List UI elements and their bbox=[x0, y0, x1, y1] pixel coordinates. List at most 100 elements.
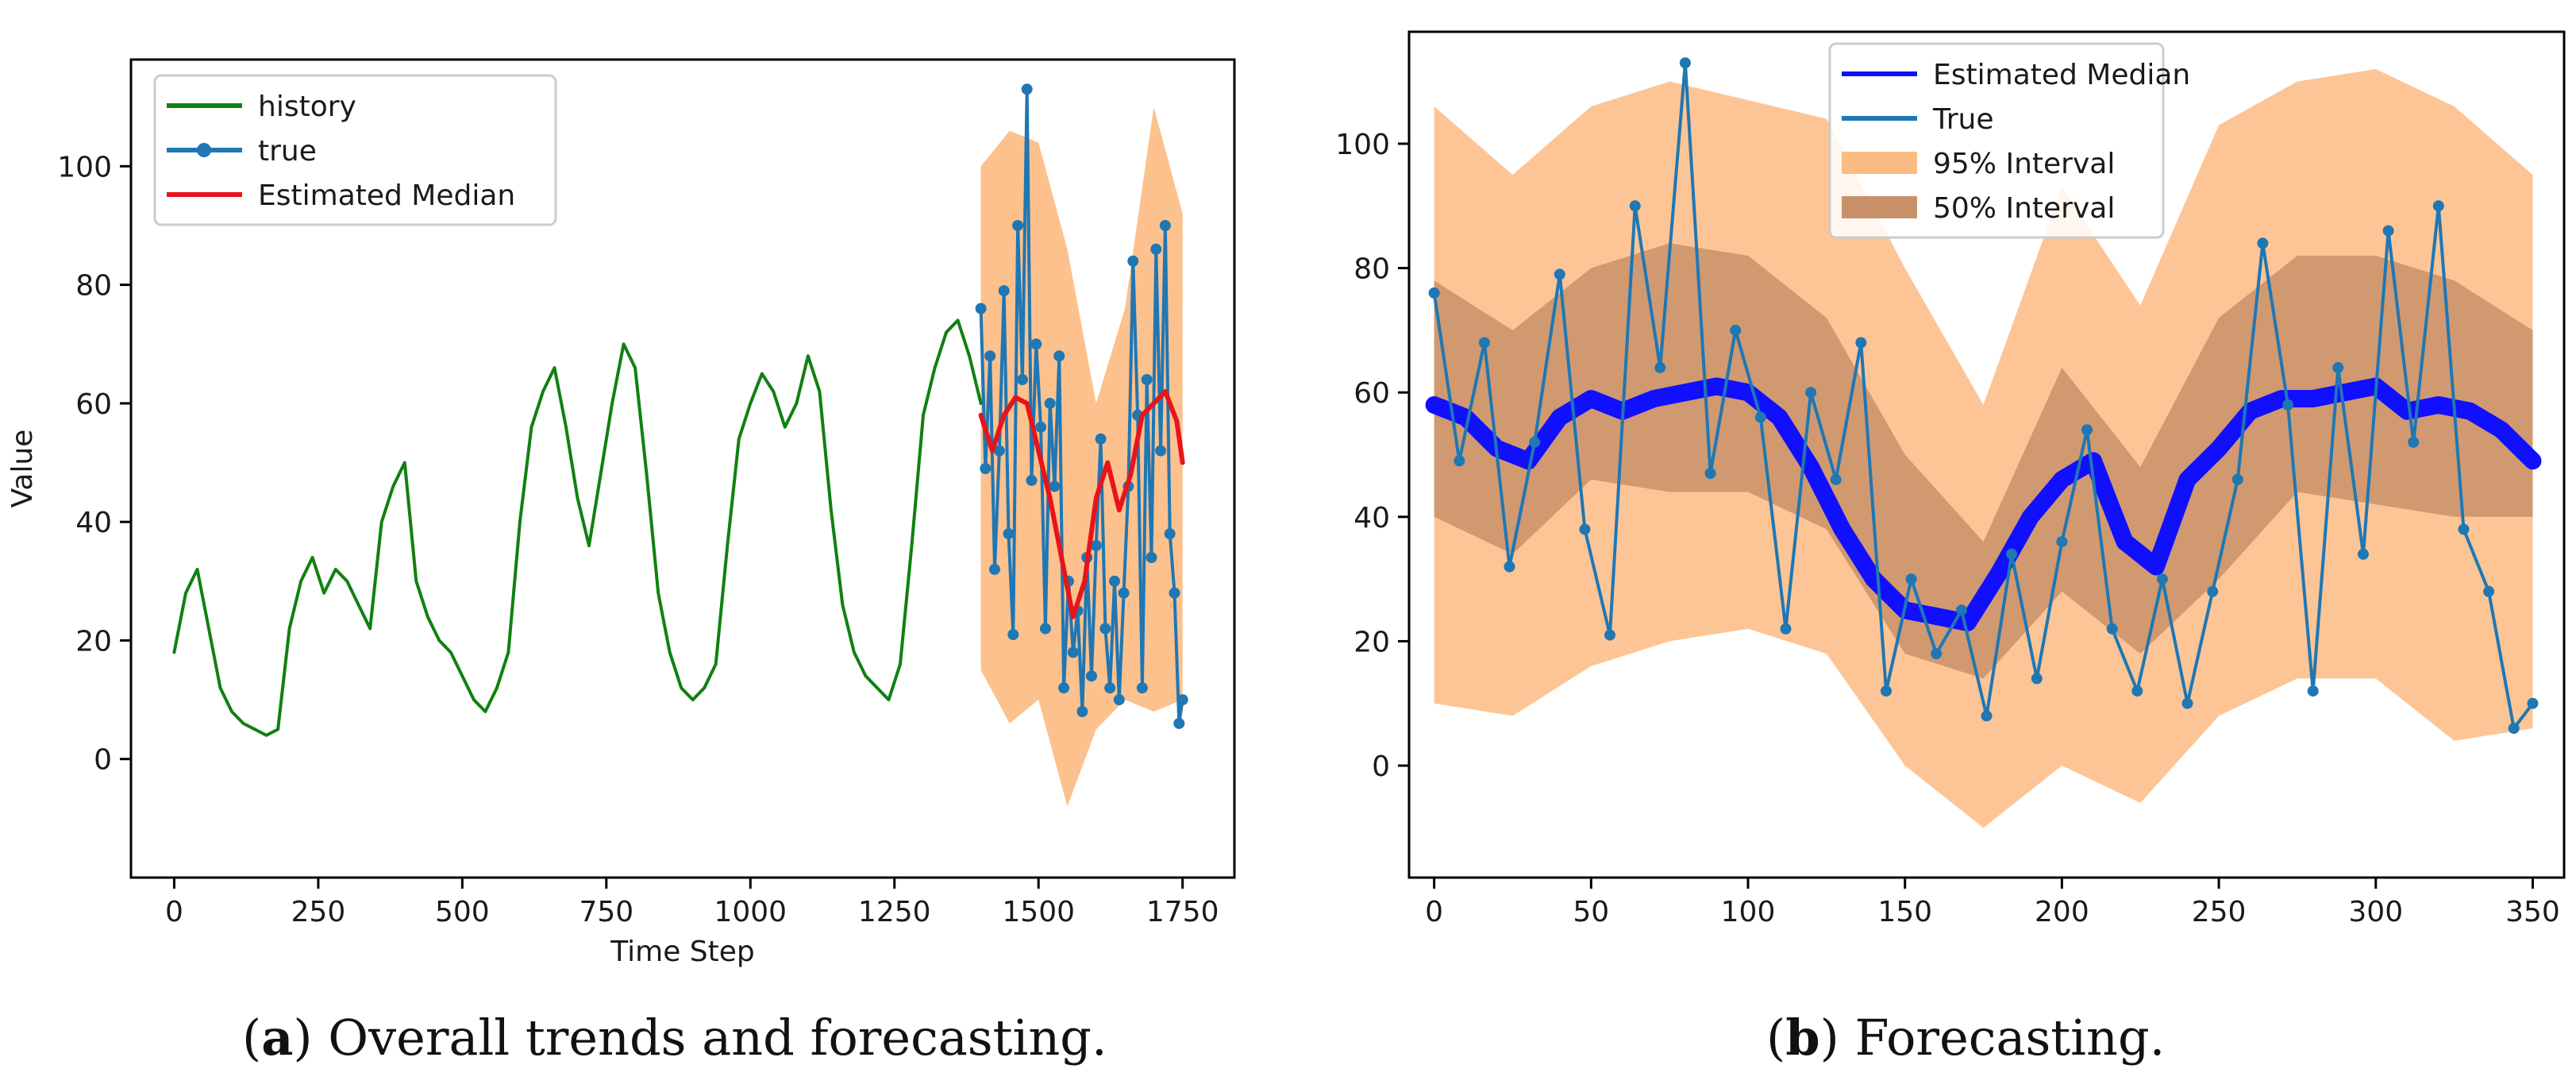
point-true bbox=[1058, 682, 1069, 693]
point-true bbox=[2433, 200, 2444, 211]
point-true bbox=[1454, 455, 1465, 466]
point-true bbox=[1007, 629, 1018, 640]
x-tick-label: 250 bbox=[2192, 896, 2247, 928]
point-true bbox=[1177, 694, 1188, 705]
legend-swatch bbox=[1842, 196, 1917, 218]
point-true bbox=[1165, 528, 1176, 539]
legend-label: true bbox=[258, 135, 317, 168]
x-tick-label: 1000 bbox=[714, 896, 787, 928]
y-tick-label: 20 bbox=[1353, 626, 1390, 658]
point-true bbox=[1095, 434, 1107, 445]
point-true bbox=[1579, 524, 1590, 535]
point-true bbox=[1127, 256, 1138, 267]
point-true bbox=[999, 285, 1010, 296]
point-true bbox=[1146, 552, 1157, 563]
point-true bbox=[2131, 685, 2143, 696]
point-true bbox=[989, 564, 1000, 575]
y-tick-label: 20 bbox=[75, 625, 112, 658]
point-true bbox=[1137, 682, 1148, 693]
point-true bbox=[1104, 682, 1115, 693]
panel-a-chart: 0 250 500 750 1000 1250 1500 1750 0 20 40 60 80 100 T… bbox=[6, 60, 1234, 968]
point-true bbox=[1114, 694, 1125, 705]
caption-a-label: a bbox=[261, 1009, 293, 1067]
point-true bbox=[1755, 412, 1766, 423]
legend-label: True bbox=[1932, 103, 1993, 136]
point-true bbox=[2006, 549, 2017, 560]
caption-b-text: Forecasting. bbox=[1839, 1009, 2166, 1067]
panel-b-chart: 0 50 100 150 200 250 300 350 0 20 40 60 80 100 Estima… bbox=[1335, 32, 2564, 928]
panel-b-legend: Estimated Median True 95% Interval 50% Inte… bbox=[1830, 44, 2190, 237]
point-true bbox=[1030, 338, 1042, 349]
point-true bbox=[1053, 350, 1065, 361]
y-tick-label: 0 bbox=[1372, 751, 1390, 783]
point-true bbox=[1155, 446, 1166, 457]
x-tick-label: 500 bbox=[435, 896, 490, 928]
x-tick-label: 300 bbox=[2348, 896, 2403, 928]
point-true bbox=[984, 350, 995, 361]
point-true bbox=[1831, 474, 1842, 485]
point-true bbox=[2358, 549, 2369, 560]
panel-a-x-axis-label: Time Step bbox=[610, 936, 755, 968]
point-true bbox=[1142, 374, 1153, 385]
point-true bbox=[2383, 226, 2394, 237]
point-true bbox=[1045, 398, 1056, 409]
point-true bbox=[1150, 244, 1161, 255]
point-true bbox=[2332, 362, 2343, 373]
point-true bbox=[1109, 576, 1120, 587]
point-true bbox=[1040, 623, 1051, 635]
point-true bbox=[1169, 588, 1180, 599]
legend-label: history bbox=[258, 91, 356, 123]
point-true bbox=[1086, 670, 1097, 681]
y-tick-label: 60 bbox=[75, 388, 112, 421]
x-tick-label: 750 bbox=[579, 896, 633, 928]
y-tick-label: 100 bbox=[57, 151, 112, 183]
point-true bbox=[2081, 424, 2093, 435]
x-tick-label: 1500 bbox=[1002, 896, 1075, 928]
point-true bbox=[2056, 536, 2067, 547]
point-true bbox=[1805, 387, 1816, 398]
point-true bbox=[1119, 588, 1130, 599]
point-true bbox=[1881, 685, 1892, 696]
point-true bbox=[1026, 475, 1038, 486]
point-true bbox=[1173, 718, 1184, 729]
point-true bbox=[2282, 399, 2293, 411]
x-tick-label: 50 bbox=[1573, 896, 1609, 928]
point-true bbox=[2207, 586, 2218, 597]
point-true bbox=[1680, 57, 1691, 68]
x-tick-label: 0 bbox=[165, 896, 183, 928]
point-true bbox=[1429, 287, 1440, 299]
point-true bbox=[1099, 623, 1111, 635]
y-tick-label: 0 bbox=[94, 744, 112, 777]
point-true bbox=[1554, 268, 1565, 280]
point-true bbox=[1022, 83, 1033, 95]
point-true bbox=[980, 463, 991, 474]
point-true bbox=[1630, 200, 1641, 211]
caption-b: (b) Forecasting. bbox=[1766, 1009, 2165, 1067]
y-tick-label: 40 bbox=[1353, 502, 1390, 534]
point-true bbox=[1654, 362, 1665, 373]
point-true bbox=[976, 303, 987, 314]
figure: 0 250 500 750 1000 1250 1500 1750020406080100 T… bbox=[0, 0, 2576, 1092]
panel-a-y-axis-label: Value bbox=[6, 430, 39, 508]
point-true bbox=[1931, 648, 1942, 659]
y-tick-label: 80 bbox=[75, 270, 112, 303]
x-tick-label: 1250 bbox=[858, 896, 931, 928]
point-true bbox=[1604, 630, 1615, 641]
point-true bbox=[2509, 723, 2520, 734]
point-true bbox=[1981, 710, 1993, 721]
y-tick-label: 60 bbox=[1353, 377, 1390, 410]
point-true bbox=[1504, 561, 1515, 573]
x-tick-label: 1750 bbox=[1146, 896, 1219, 928]
x-tick-label: 100 bbox=[1721, 896, 1776, 928]
point-true bbox=[2107, 623, 2118, 635]
point-true bbox=[2459, 524, 2470, 535]
point-true bbox=[1730, 325, 1741, 336]
point-true bbox=[1160, 220, 1171, 231]
point-true bbox=[1855, 338, 1866, 349]
point-true bbox=[1529, 437, 1540, 448]
point-true bbox=[1049, 480, 1061, 492]
panel-a-legend: history true Estimated Median bbox=[155, 75, 556, 225]
x-tick-label: 200 bbox=[2035, 896, 2089, 928]
x-tick-label: 150 bbox=[1877, 896, 1932, 928]
y-tick-label: 40 bbox=[75, 507, 112, 539]
